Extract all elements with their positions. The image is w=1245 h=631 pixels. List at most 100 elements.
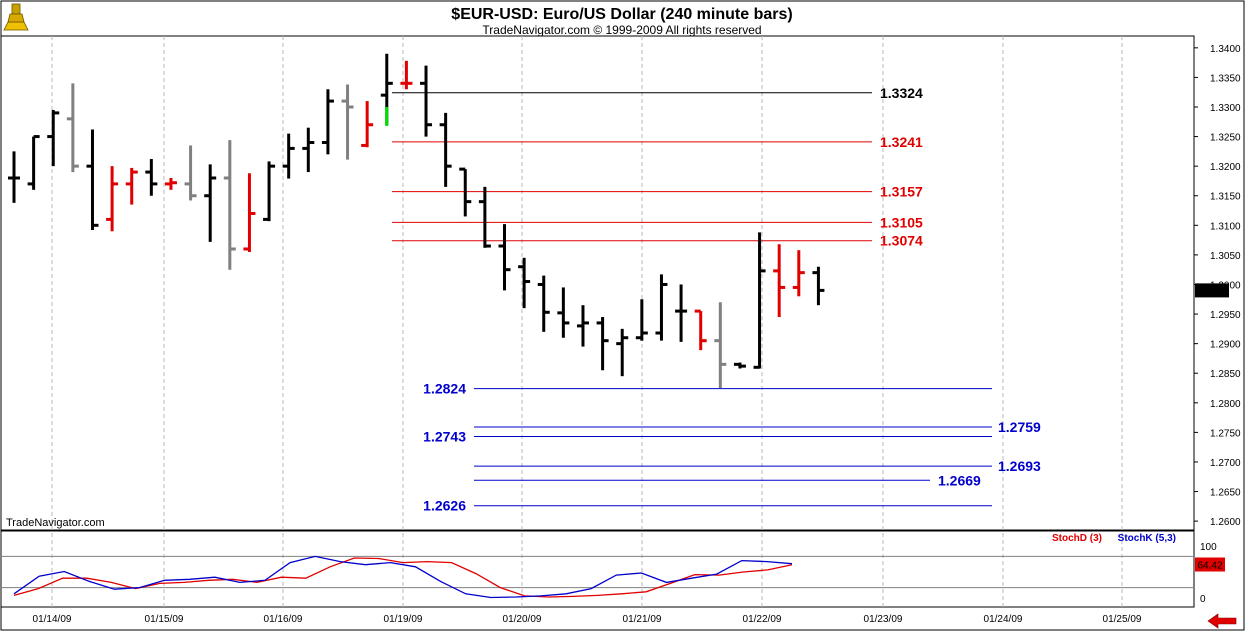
ohlc-bar bbox=[106, 166, 119, 232]
ohlc-bar bbox=[557, 287, 570, 338]
ohlc-bar bbox=[125, 167, 138, 205]
level-label-1.2824: 1.2824 bbox=[423, 381, 466, 397]
date-tick-label: 01/23/09 bbox=[864, 614, 903, 625]
price-levels: 1.3324 1.3241 1.3157 1.3105 1.3074 1.2824 1.27… bbox=[392, 85, 1041, 514]
stoch-tick-label: 100 bbox=[1200, 542, 1217, 553]
date-tick-label: 01/24/09 bbox=[984, 614, 1023, 625]
level-label-1.2669: 1.2669 bbox=[938, 472, 981, 488]
price-tick-label: 1.3100 bbox=[1210, 221, 1241, 232]
stoch-last-box bbox=[1195, 557, 1225, 572]
ohlc-bar bbox=[263, 161, 276, 222]
ohlc-bar bbox=[27, 135, 40, 190]
level-label-1.3324: 1.3324 bbox=[880, 85, 923, 101]
price-tick-label: 1.2700 bbox=[1210, 458, 1241, 469]
ohlc-bar bbox=[302, 127, 315, 173]
ohlc-bar bbox=[164, 177, 177, 190]
level-label-1.3105: 1.3105 bbox=[880, 214, 923, 230]
stochastic-lines bbox=[13, 555, 793, 599]
date-axis: 01/14/09 01/15/09 01/16/09 01/19/09 01/20/09… bbox=[33, 614, 1142, 625]
level-label-1.2743: 1.2743 bbox=[423, 429, 466, 445]
ohlc-bar bbox=[439, 112, 452, 187]
price-tick-label: 1.3400 bbox=[1210, 44, 1241, 55]
ohlc-bar bbox=[184, 145, 197, 201]
date-tick-label: 01/14/09 bbox=[33, 614, 72, 625]
chart-subtitle: TradeNavigator.com © 1999-2009 All right… bbox=[482, 23, 761, 37]
ohlc-bar bbox=[47, 109, 60, 167]
watermark-text: TradeNavigator.com bbox=[6, 517, 105, 529]
ohlc-bar bbox=[576, 305, 589, 347]
ohlc-bar bbox=[655, 274, 668, 341]
price-tick-label: 1.3250 bbox=[1210, 133, 1241, 144]
last-price-box bbox=[1195, 283, 1229, 298]
ohlc-bar bbox=[8, 151, 20, 203]
ohlc-bar bbox=[635, 299, 648, 341]
ohlc-bars bbox=[8, 53, 825, 389]
ohlc-bar bbox=[596, 317, 609, 371]
ohlc-bar bbox=[223, 140, 236, 270]
date-tick-label: 01/22/09 bbox=[743, 614, 782, 625]
stochd-legend: StochD (3) bbox=[1052, 533, 1102, 544]
stochk-legend: StochK (5,3) bbox=[1118, 533, 1176, 544]
ohlc-bar bbox=[498, 224, 511, 291]
ohlc-bar bbox=[66, 83, 79, 173]
price-panel-frame bbox=[0, 35, 1195, 531]
stochastic-axis: 100 0 64.42 bbox=[1195, 542, 1225, 605]
stochk-line bbox=[13, 555, 793, 599]
ohlc-bar bbox=[341, 84, 354, 160]
ohlc-bar bbox=[792, 250, 805, 297]
date-tick-label: 01/16/09 bbox=[264, 614, 303, 625]
ohlc-bar bbox=[537, 275, 550, 332]
level-label-1.2626: 1.2626 bbox=[423, 498, 466, 514]
ohlc-bar bbox=[459, 167, 472, 217]
ohlc-bar bbox=[400, 60, 413, 90]
ohlc-bar bbox=[361, 101, 374, 148]
stoch-last-label: 64.42 bbox=[1197, 561, 1222, 572]
price-tick-label: 1.2800 bbox=[1210, 399, 1241, 410]
ohlc-bar bbox=[753, 232, 766, 369]
ohlc-bar bbox=[733, 362, 746, 369]
price-axis: 1.3400 1.3350 1.3300 1.3250 1.3200 1.3150 1.31… bbox=[1194, 44, 1241, 528]
ohlc-bar bbox=[282, 133, 295, 179]
level-label-1.2759: 1.2759 bbox=[998, 419, 1041, 435]
ohlc-bar bbox=[204, 164, 217, 242]
price-tick-label: 1.2850 bbox=[1210, 369, 1241, 380]
price-tick-label: 1.3200 bbox=[1210, 162, 1241, 173]
ohlc-bar bbox=[321, 89, 334, 155]
ohlc-bar bbox=[694, 309, 707, 351]
ohlc-bar bbox=[86, 129, 99, 231]
date-tick-label: 01/21/09 bbox=[623, 614, 662, 625]
last-price-label: 1.2990 bbox=[1197, 286, 1228, 297]
date-tick-label: 01/20/09 bbox=[503, 614, 542, 625]
level-label-1.3241: 1.3241 bbox=[880, 134, 923, 150]
date-tick-label: 01/19/09 bbox=[384, 614, 423, 625]
price-tick-label: 1.2750 bbox=[1210, 428, 1241, 439]
ohlc-bar bbox=[145, 159, 158, 196]
stoch-tick-label: 0 bbox=[1200, 594, 1206, 605]
scroll-left-arrow-icon[interactable] bbox=[1207, 613, 1237, 629]
ohlc-bar bbox=[616, 328, 629, 377]
price-tick-label: 1.2950 bbox=[1210, 310, 1241, 321]
price-tick-label: 1.2650 bbox=[1210, 488, 1241, 499]
ohlc-bar bbox=[478, 186, 491, 248]
date-tick-label: 01/15/09 bbox=[145, 614, 184, 625]
ohlc-bar bbox=[773, 244, 786, 318]
trade-navigator-logo-icon bbox=[3, 3, 29, 31]
price-tick-label: 1.2600 bbox=[1210, 517, 1241, 528]
stochastic-reference-lines bbox=[1, 555, 1194, 589]
chart-title: $EUR-USD: Euro/US Dollar (240 minute bar… bbox=[451, 6, 792, 23]
ohlc-bar bbox=[812, 266, 825, 306]
price-tick-label: 1.3050 bbox=[1210, 251, 1241, 262]
level-label-1.2693: 1.2693 bbox=[998, 458, 1041, 474]
level-label-1.3074: 1.3074 bbox=[880, 233, 923, 249]
ohlc-bar bbox=[714, 302, 727, 389]
price-tick-label: 1.3350 bbox=[1210, 73, 1241, 84]
ohlc-bar bbox=[243, 173, 256, 252]
price-tick-label: 1.3150 bbox=[1210, 192, 1241, 203]
price-tick-label: 1.2900 bbox=[1210, 340, 1241, 351]
date-tick-label: 01/25/09 bbox=[1103, 614, 1142, 625]
price-tick-label: 1.3300 bbox=[1210, 103, 1241, 114]
ohlc-bar bbox=[518, 257, 531, 309]
ohlc-bar bbox=[420, 65, 433, 137]
level-label-1.3157: 1.3157 bbox=[880, 184, 923, 200]
